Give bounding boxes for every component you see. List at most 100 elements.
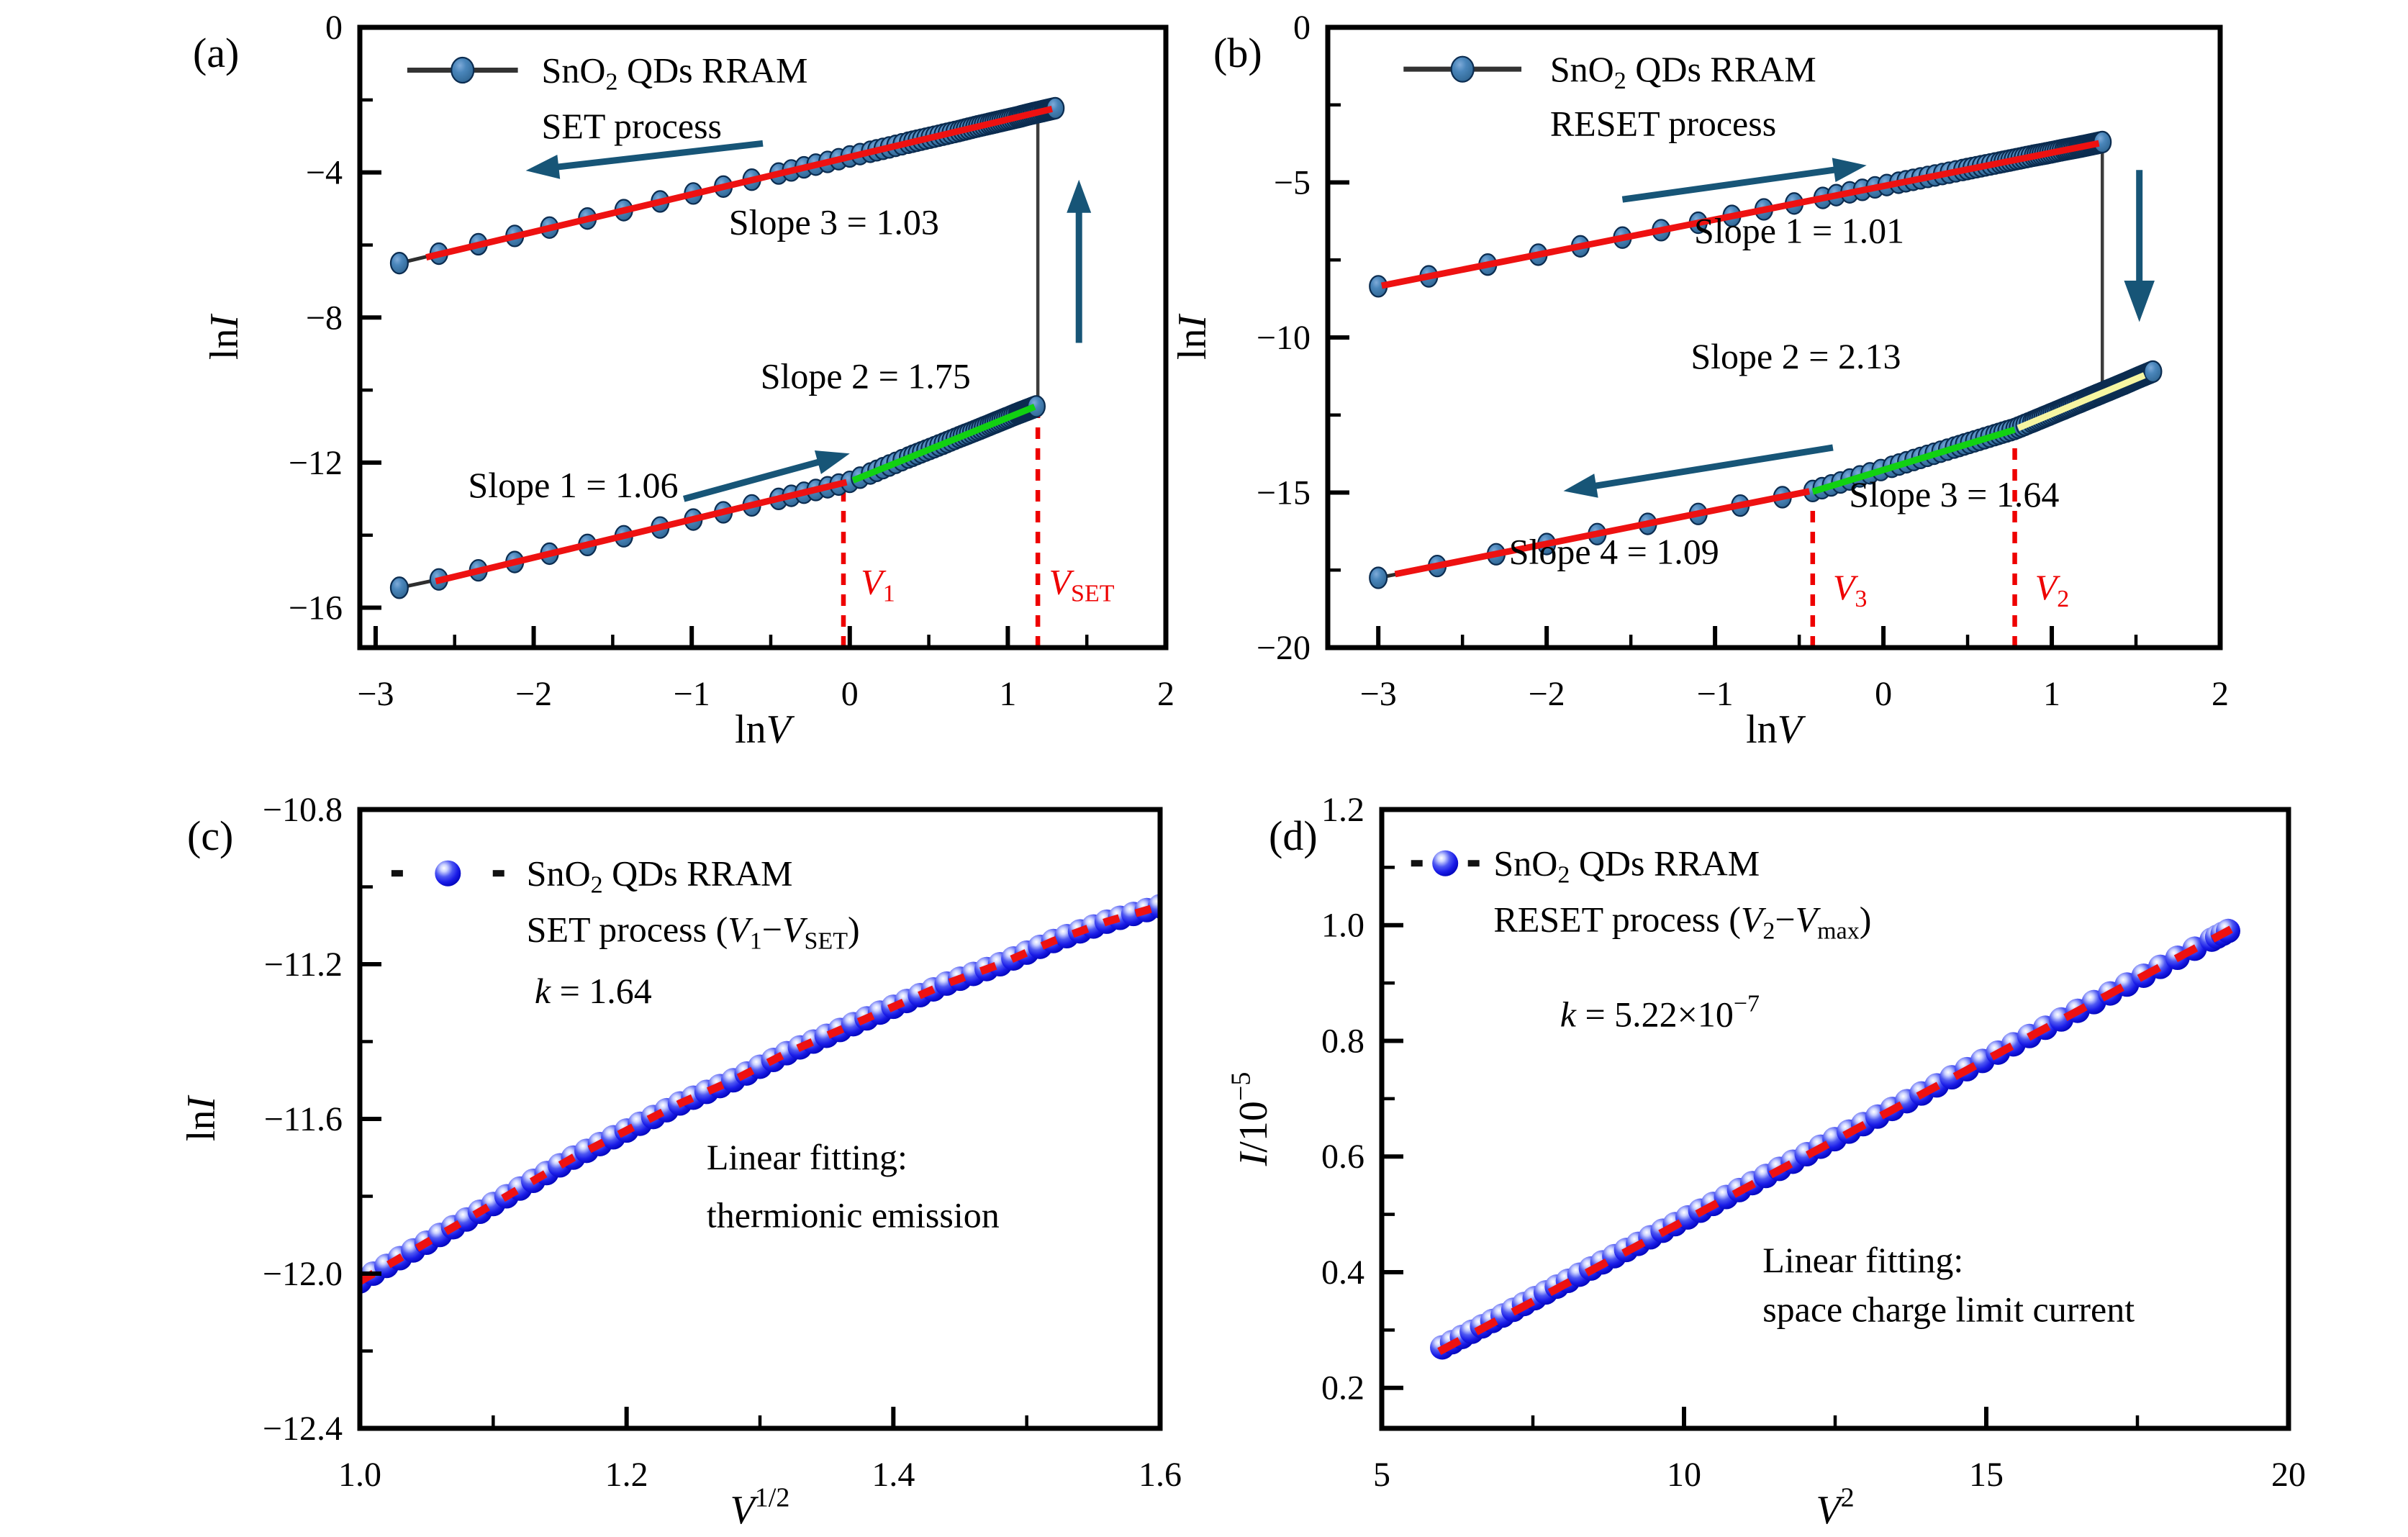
svg-text:−4: −4 [306,154,343,192]
panel-b-slope3-fit [1811,426,2016,495]
panel-b-guide-label-1: V2 [2035,567,2070,612]
panel-a-guide-0: V1 [841,483,895,648]
svg-text:0.4: 0.4 [1321,1253,1364,1292]
svg-text:0.6: 0.6 [1321,1138,1364,1176]
panel-a-legend-marker-icon [451,56,475,84]
svg-text:1.2: 1.2 [605,1456,648,1494]
panel-d-x-axis-label: V2 [1816,1482,1854,1533]
svg-text:0.8: 0.8 [1321,1022,1364,1060]
panel-a-axes: −3 −2 −1 0 1 2 0 −4 −8 −12 −16 lnV lnI [202,9,1174,752]
svg-text:1.2: 1.2 [1321,791,1364,829]
panel-c: SnO2 QDs RRAM SET process (V1−VSET) k = 1.… [179,791,1182,1533]
svg-text:−10: −10 [1257,319,1311,357]
panel-b: V3 V2 SnO2 QDs RRAM RESET process Slope 1 = … [1170,9,2229,752]
panel-a-legend-line2: SET process [542,106,722,146]
svg-text:5: 5 [1373,1456,1390,1494]
panel-c-legend-line2: SET process (V1−VSET) [527,910,860,955]
panel-b-annotation-0: Slope 1 = 1.01 [1694,211,1904,251]
svg-text:1.4: 1.4 [872,1456,915,1494]
panel-b-legend: SnO2 QDs RRAM RESET process [1403,49,1816,144]
panel-b-guide-1: V2 [2012,430,2070,648]
panel-c-legend-line1: SnO2 QDs RRAM [527,853,793,899]
svg-text:−20: −20 [1257,629,1311,667]
panel-b-slope4-fit [1394,488,1811,578]
svg-text:−15: −15 [1257,474,1311,512]
svg-text:0: 0 [841,675,859,713]
panel-d-annotation-1: Linear fitting: [1762,1240,1963,1280]
panel-a-legend: SnO2 QDs RRAM SET process [407,50,807,146]
panel-b-legend-line1: SnO2 QDs RRAM [1550,49,1816,94]
panel-a-annotation-1: Slope 2 = 1.75 [761,356,971,396]
svg-text:−3: −3 [1360,675,1397,713]
svg-text:−1: −1 [674,675,710,713]
panel-c-legend-dash-icon [391,870,403,877]
panel-b-guide-label-0: V3 [1833,567,1868,612]
panel-b-y-axis-label: lnI [1170,314,1215,361]
svg-text:2: 2 [1157,675,1174,713]
panel-b-annotation-1: Slope 2 = 2.13 [1690,336,1901,376]
svg-text:−5: −5 [1274,164,1311,202]
svg-text:2: 2 [2212,675,2229,713]
panel-a-arrow-2 [683,450,850,502]
panel-d-legend-line1: SnO2 QDs RRAM [1493,843,1760,889]
svg-text:1.0: 1.0 [1321,907,1364,945]
panel-label-d: (d) [1269,812,1318,859]
svg-text:−2: −2 [515,675,552,713]
panel-b-arrow-2 [1563,444,1834,498]
panel-d-legend-dash-icon [1467,860,1480,867]
panel-d-legend-line2: RESET process (V2−Vmax) [1493,899,1871,945]
svg-text:−12: −12 [289,444,343,482]
panel-a-annotation-2: Slope 1 = 1.06 [468,465,678,505]
panel-b-slope1-fit [1380,140,2100,289]
svg-text:−11.2: −11.2 [264,946,343,984]
panel-c-annotation-0: k = 1.64 [535,971,652,1011]
panel-a-guide-label-0: V1 [861,561,895,607]
svg-text:1.0: 1.0 [338,1456,381,1494]
panel-b-arrow-1 [2124,170,2155,322]
panel-label-b: (b) [1213,30,1262,76]
svg-text:15: 15 [1969,1456,2004,1494]
svg-text:−1: −1 [1697,675,1734,713]
panel-d-annotation-2: space charge limit current [1762,1289,2135,1329]
panel-d: SnO2 QDs RRAM RESET process (V2−Vmax) k = … [1226,791,2306,1533]
panel-d-legend: SnO2 QDs RRAM RESET process (V2−Vmax) [1411,843,1871,945]
panel-b-x-axis-label: lnV [1746,707,1806,752]
panel-c-annotation-1: Linear fitting: [707,1137,907,1177]
panel-b-guide-0: V3 [1810,491,1868,648]
panel-b-legend-line2: RESET process [1550,104,1776,144]
panel-a-slope2-fit [851,404,1036,484]
panel-d-legend-marker-icon [1432,850,1459,876]
svg-text:1: 1 [999,675,1016,713]
panel-a-annotation-0: Slope 3 = 1.03 [729,201,939,242]
panel-c-x-axis-label: V1/2 [730,1482,790,1533]
panel-b-arrow-0 [1621,158,1867,203]
panel-d-legend-dash-icon [1411,860,1423,867]
panel-a-frame [357,24,1169,650]
svg-text:20: 20 [2271,1456,2306,1494]
panel-a-x-axis-label: lnV [735,707,795,752]
svg-text:10: 10 [1667,1456,1701,1494]
panel-d-annotation-0: k = 5.22×10−7 [1560,990,1760,1034]
panel-b-annotation-2: Slope 3 = 1.64 [1849,474,2059,514]
panel-d-frame [1379,807,2291,1431]
svg-text:1: 1 [2043,675,2060,713]
panel-label-a: (a) [193,30,240,76]
panel-c-legend-dash-icon [492,870,504,877]
svg-text:−3: −3 [357,675,394,713]
panel-a-guide-1: VSET [1035,407,1115,648]
panel-d-axes: 5 10 15 20 1.2 1.0 0.8 0.6 0.4 0.2 V2 I/10−5 [1226,791,2306,1533]
svg-text:0: 0 [325,9,343,47]
svg-text:−16: −16 [289,589,343,627]
panel-c-legend: SnO2 QDs RRAM SET process (V1−VSET) [391,853,860,955]
panel-c-annotation-2: thermionic emission [707,1195,1000,1236]
svg-text:−11.6: −11.6 [264,1100,343,1138]
panel-a-arrow-1 [525,140,764,179]
panel-b-frame [1325,24,2223,650]
svg-text:1.6: 1.6 [1139,1456,1182,1494]
svg-text:−2: −2 [1529,675,1565,713]
panel-d-y-axis-label: I/10−5 [1226,1072,1276,1167]
svg-text:0.2: 0.2 [1321,1369,1364,1407]
